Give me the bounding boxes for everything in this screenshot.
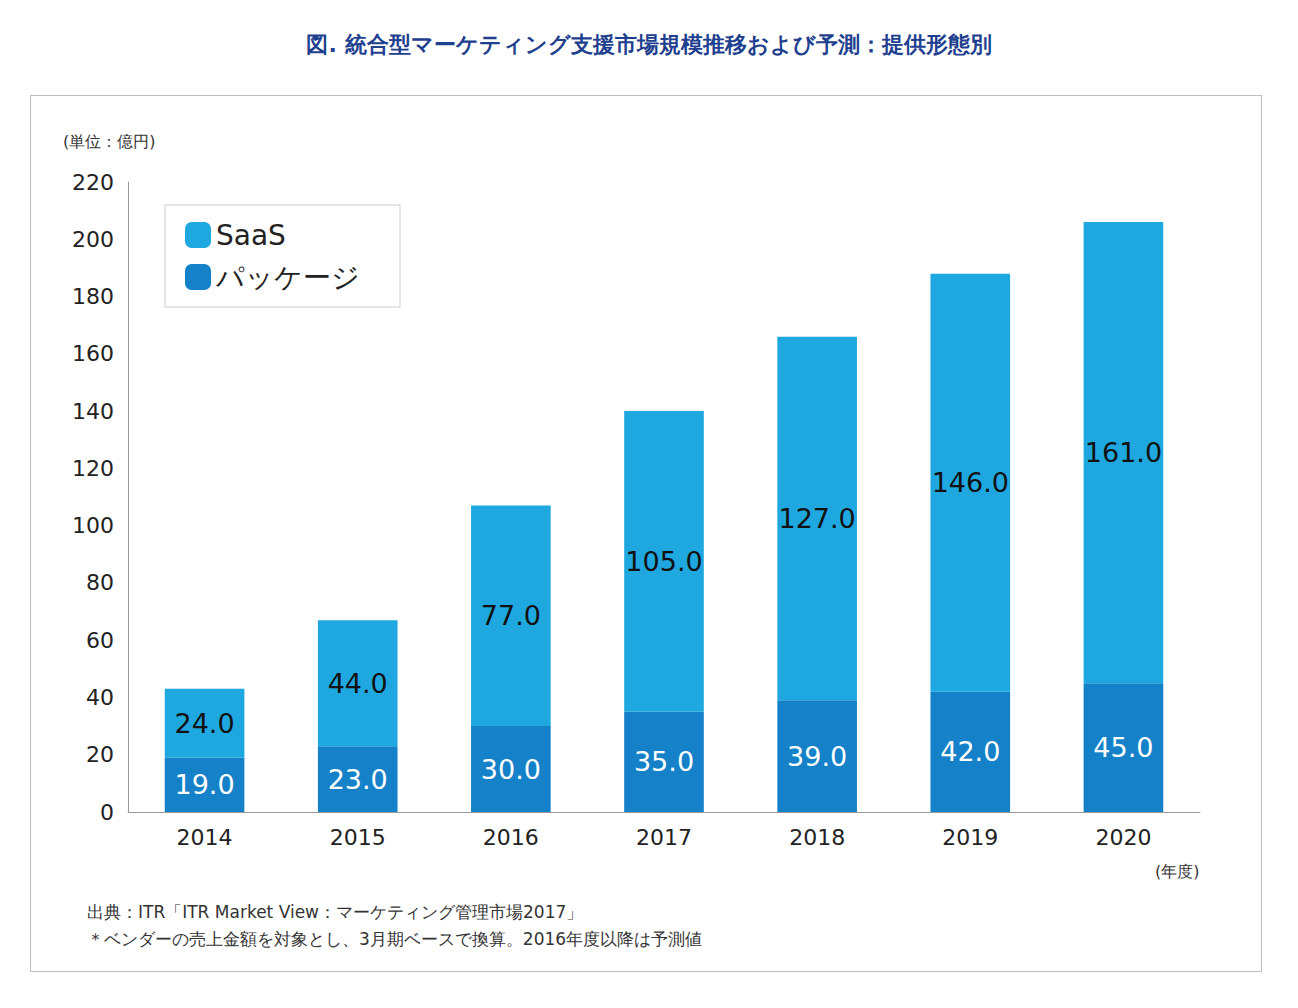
svg-text:39.0: 39.0 (787, 741, 847, 772)
svg-text:2014: 2014 (177, 825, 233, 850)
svg-text:80: 80 (86, 570, 114, 595)
svg-text:44.0: 44.0 (328, 668, 388, 699)
svg-text:19.0: 19.0 (175, 769, 235, 800)
svg-text:140: 140 (72, 399, 114, 424)
svg-text:35.0: 35.0 (634, 746, 694, 777)
svg-text:(年度): (年度) (1155, 862, 1199, 881)
svg-text:40: 40 (86, 685, 114, 710)
svg-text:(単位：億円): (単位：億円) (63, 132, 155, 151)
svg-text:180: 180 (72, 284, 114, 309)
svg-text:2020: 2020 (1095, 825, 1151, 850)
svg-text:図. 統合型マーケティング支援市場規模推移および予測：提供形: 図. 統合型マーケティング支援市場規模推移および予測：提供形態別 (306, 32, 991, 57)
svg-text:23.0: 23.0 (328, 764, 388, 795)
svg-text:77.0: 77.0 (481, 600, 541, 631)
svg-text:2018: 2018 (789, 825, 845, 850)
svg-text:2019: 2019 (942, 825, 998, 850)
svg-text:146.0: 146.0 (932, 467, 1009, 498)
svg-text:20: 20 (86, 742, 114, 767)
svg-text:SaaS: SaaS (216, 219, 286, 252)
svg-text:200: 200 (72, 227, 114, 252)
svg-text:160: 160 (72, 341, 114, 366)
svg-text:42.0: 42.0 (940, 736, 1000, 767)
svg-text:120: 120 (72, 456, 114, 481)
svg-text:161.0: 161.0 (1085, 437, 1162, 468)
svg-text:24.0: 24.0 (175, 708, 235, 739)
svg-text:2016: 2016 (483, 825, 539, 850)
svg-text:100: 100 (72, 513, 114, 538)
svg-text:105.0: 105.0 (625, 546, 702, 577)
svg-text:0: 0 (100, 800, 114, 825)
svg-text:127.0: 127.0 (778, 503, 855, 534)
svg-text:2017: 2017 (636, 825, 692, 850)
svg-text:220: 220 (72, 170, 114, 195)
svg-text:パッケージ: パッケージ (215, 261, 360, 294)
svg-text:45.0: 45.0 (1093, 732, 1153, 763)
svg-text:出典：ITR「ITR Market View：マーケティング: 出典：ITR「ITR Market View：マーケティング管理市場2017」 (87, 902, 583, 922)
svg-text:30.0: 30.0 (481, 754, 541, 785)
svg-text:＊ベンダーの売上金額を対象とし、3月期ベースで換算。2016: ＊ベンダーの売上金額を対象とし、3月期ベースで換算。2016年度以降は予測値 (87, 929, 702, 949)
svg-text:60: 60 (86, 628, 114, 653)
svg-text:2015: 2015 (330, 825, 386, 850)
